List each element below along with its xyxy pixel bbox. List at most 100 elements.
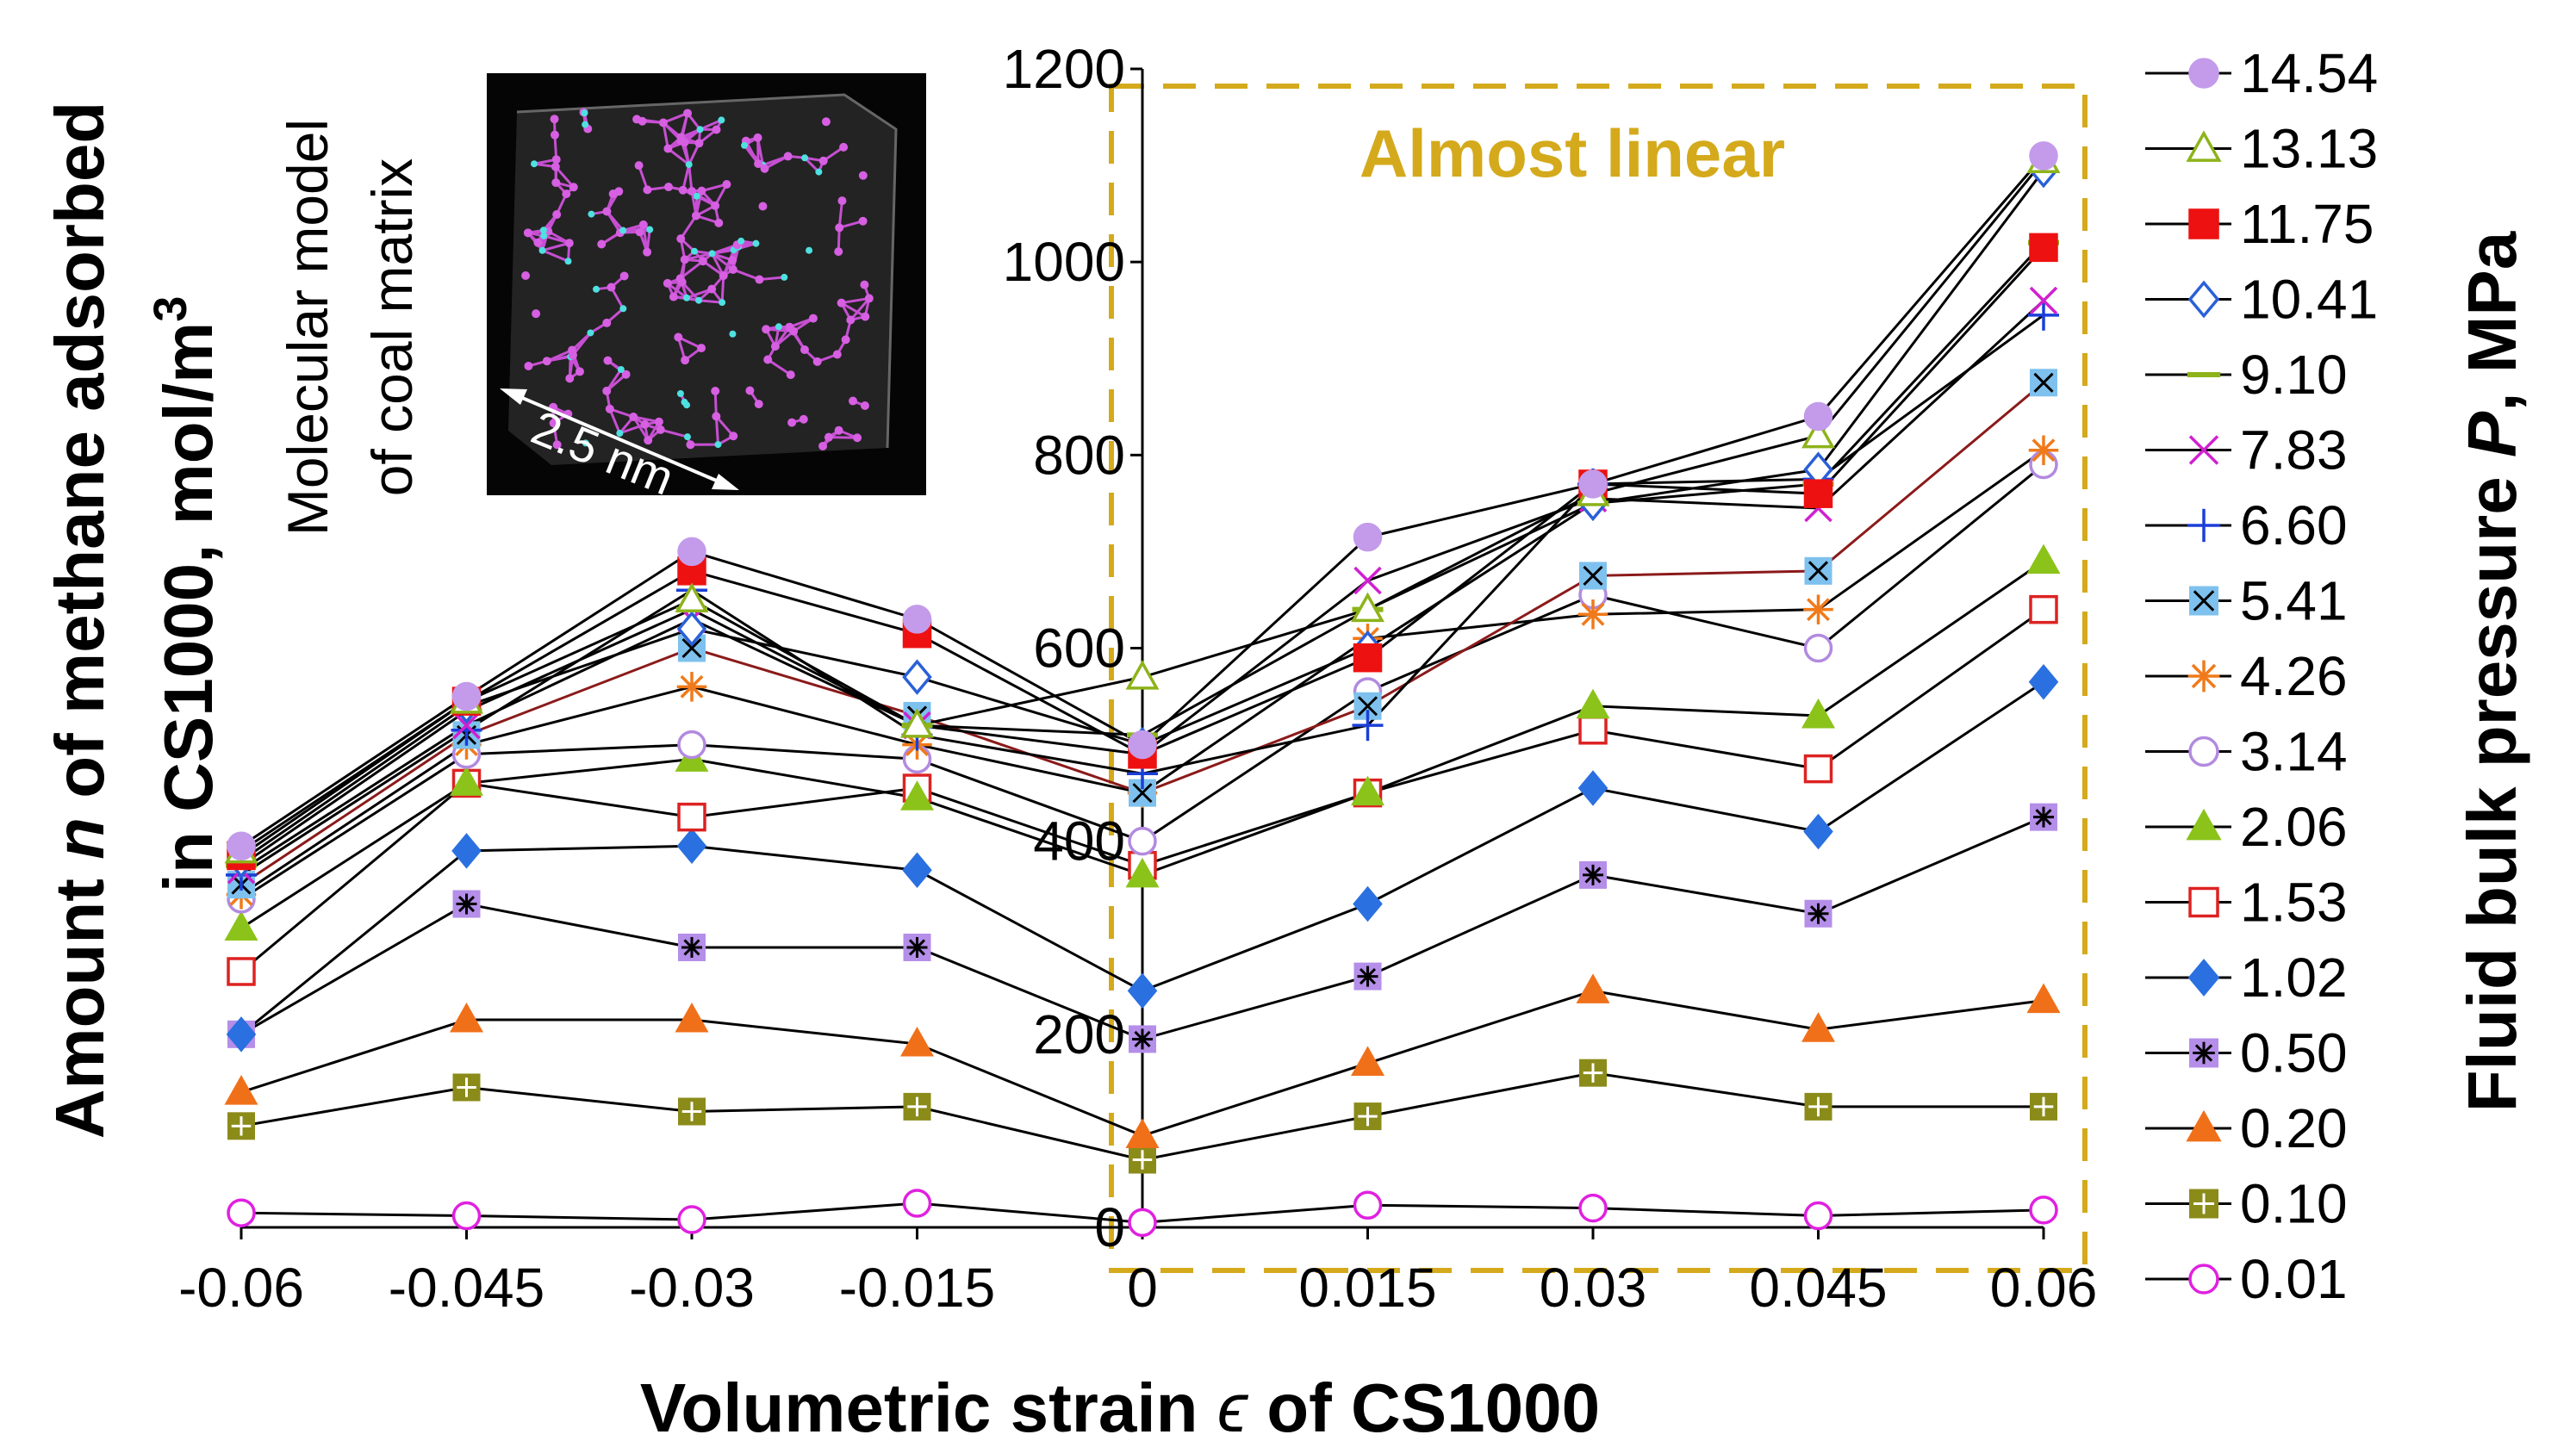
atom — [834, 425, 843, 435]
atom — [663, 144, 673, 153]
atom — [695, 296, 703, 304]
data-point-0.10 — [1804, 1092, 1832, 1121]
bond — [632, 415, 660, 424]
legend-marker-icon — [2187, 660, 2220, 692]
atom — [607, 283, 616, 292]
atom — [783, 152, 793, 161]
star-stroke — [683, 939, 700, 956]
atom — [763, 355, 773, 364]
square-marker — [677, 802, 706, 832]
circle-marker — [1803, 633, 1833, 663]
legend-label: 14.54 — [2240, 42, 2378, 104]
bond — [837, 200, 843, 228]
circle-marker — [1353, 1190, 1383, 1220]
data-point-0.20 — [2026, 983, 2061, 1014]
bond — [699, 119, 722, 131]
atom — [697, 186, 706, 196]
star-stroke — [2032, 438, 2056, 463]
atom — [719, 271, 728, 281]
atom — [588, 210, 595, 218]
x-stroke — [2029, 286, 2058, 315]
atom — [799, 414, 808, 424]
bond — [679, 214, 698, 239]
triangle-marker — [224, 1075, 258, 1105]
x-tick-label: -0.045 — [389, 1257, 544, 1319]
atom — [707, 284, 717, 294]
star-stroke — [457, 895, 476, 913]
atom — [864, 294, 874, 303]
data-point-0.50 — [903, 933, 931, 961]
data-point-0.20 — [224, 1075, 258, 1105]
square-marker — [1353, 643, 1383, 673]
atom — [521, 270, 531, 280]
triangle-marker — [675, 1002, 709, 1033]
diamond-marker — [1577, 770, 1608, 806]
bond — [663, 112, 688, 124]
atom — [691, 211, 700, 220]
triangle-marker — [1801, 698, 1835, 729]
bond — [698, 299, 723, 304]
x-tick-label: 0.045 — [1749, 1257, 1887, 1319]
data-point-0.01 — [677, 1205, 706, 1234]
circle-marker — [902, 605, 932, 634]
triangle-marker — [1351, 592, 1384, 623]
bond — [767, 358, 792, 376]
atom — [728, 256, 737, 265]
legend-marker-icon — [2189, 1189, 2218, 1219]
triangle-marker — [1576, 688, 1610, 719]
atom — [858, 171, 868, 180]
data-point-14.54 — [902, 605, 932, 634]
atom — [532, 309, 541, 319]
atom — [654, 417, 663, 426]
atom — [781, 273, 788, 281]
atom — [619, 227, 627, 234]
atom — [741, 141, 749, 149]
data-point-0.20 — [1125, 1118, 1160, 1149]
x-stroke — [1583, 565, 1603, 586]
atom — [524, 361, 533, 370]
circle-marker — [2188, 58, 2219, 89]
legend-title: Fluid bulk pressure P, MPa — [2454, 231, 2530, 1112]
star-stroke — [2194, 1044, 2213, 1062]
circle-marker — [677, 537, 706, 567]
y-tick-label: 800 — [1033, 424, 1125, 486]
atom — [728, 264, 737, 274]
star-stroke — [2035, 809, 2052, 826]
data-point-1.53 — [2029, 594, 2058, 624]
atom — [682, 109, 692, 118]
bond — [660, 428, 688, 438]
legend-label: 1.53 — [2240, 872, 2348, 934]
atom — [658, 118, 668, 127]
atom — [531, 160, 538, 168]
circle-marker — [1578, 469, 1608, 499]
atom — [770, 342, 780, 351]
circle-marker — [227, 1198, 256, 1227]
linear-region-annotation: Almost linear — [1360, 115, 1785, 191]
data-point-7.83 — [2029, 286, 2058, 315]
diamond-marker — [902, 659, 932, 695]
data-point-1.02 — [2028, 663, 2059, 700]
legend-marker-icon — [2188, 58, 2219, 89]
atom — [533, 238, 543, 247]
data-point-0.50 — [1353, 962, 1382, 991]
square-marker — [1578, 716, 1608, 745]
bond — [686, 288, 712, 300]
data-point-1.02 — [676, 828, 707, 865]
circle-marker — [1353, 522, 1383, 552]
atom — [812, 357, 822, 366]
atom — [698, 257, 707, 266]
atom — [551, 162, 560, 171]
legend-item: 1.02 — [2145, 947, 2348, 1009]
atom — [538, 246, 546, 254]
atom — [841, 335, 850, 345]
legend-label: 2.06 — [2240, 796, 2348, 858]
atom — [835, 223, 844, 233]
diamond-marker — [676, 828, 707, 865]
legend-label: 9.10 — [2240, 344, 2348, 406]
circle-marker — [902, 1189, 932, 1218]
square-marker — [2029, 233, 2058, 263]
linear-region-box — [1109, 84, 2088, 1273]
diamond-marker — [902, 852, 932, 889]
atom — [786, 370, 795, 380]
star-stroke — [1134, 1030, 1151, 1047]
